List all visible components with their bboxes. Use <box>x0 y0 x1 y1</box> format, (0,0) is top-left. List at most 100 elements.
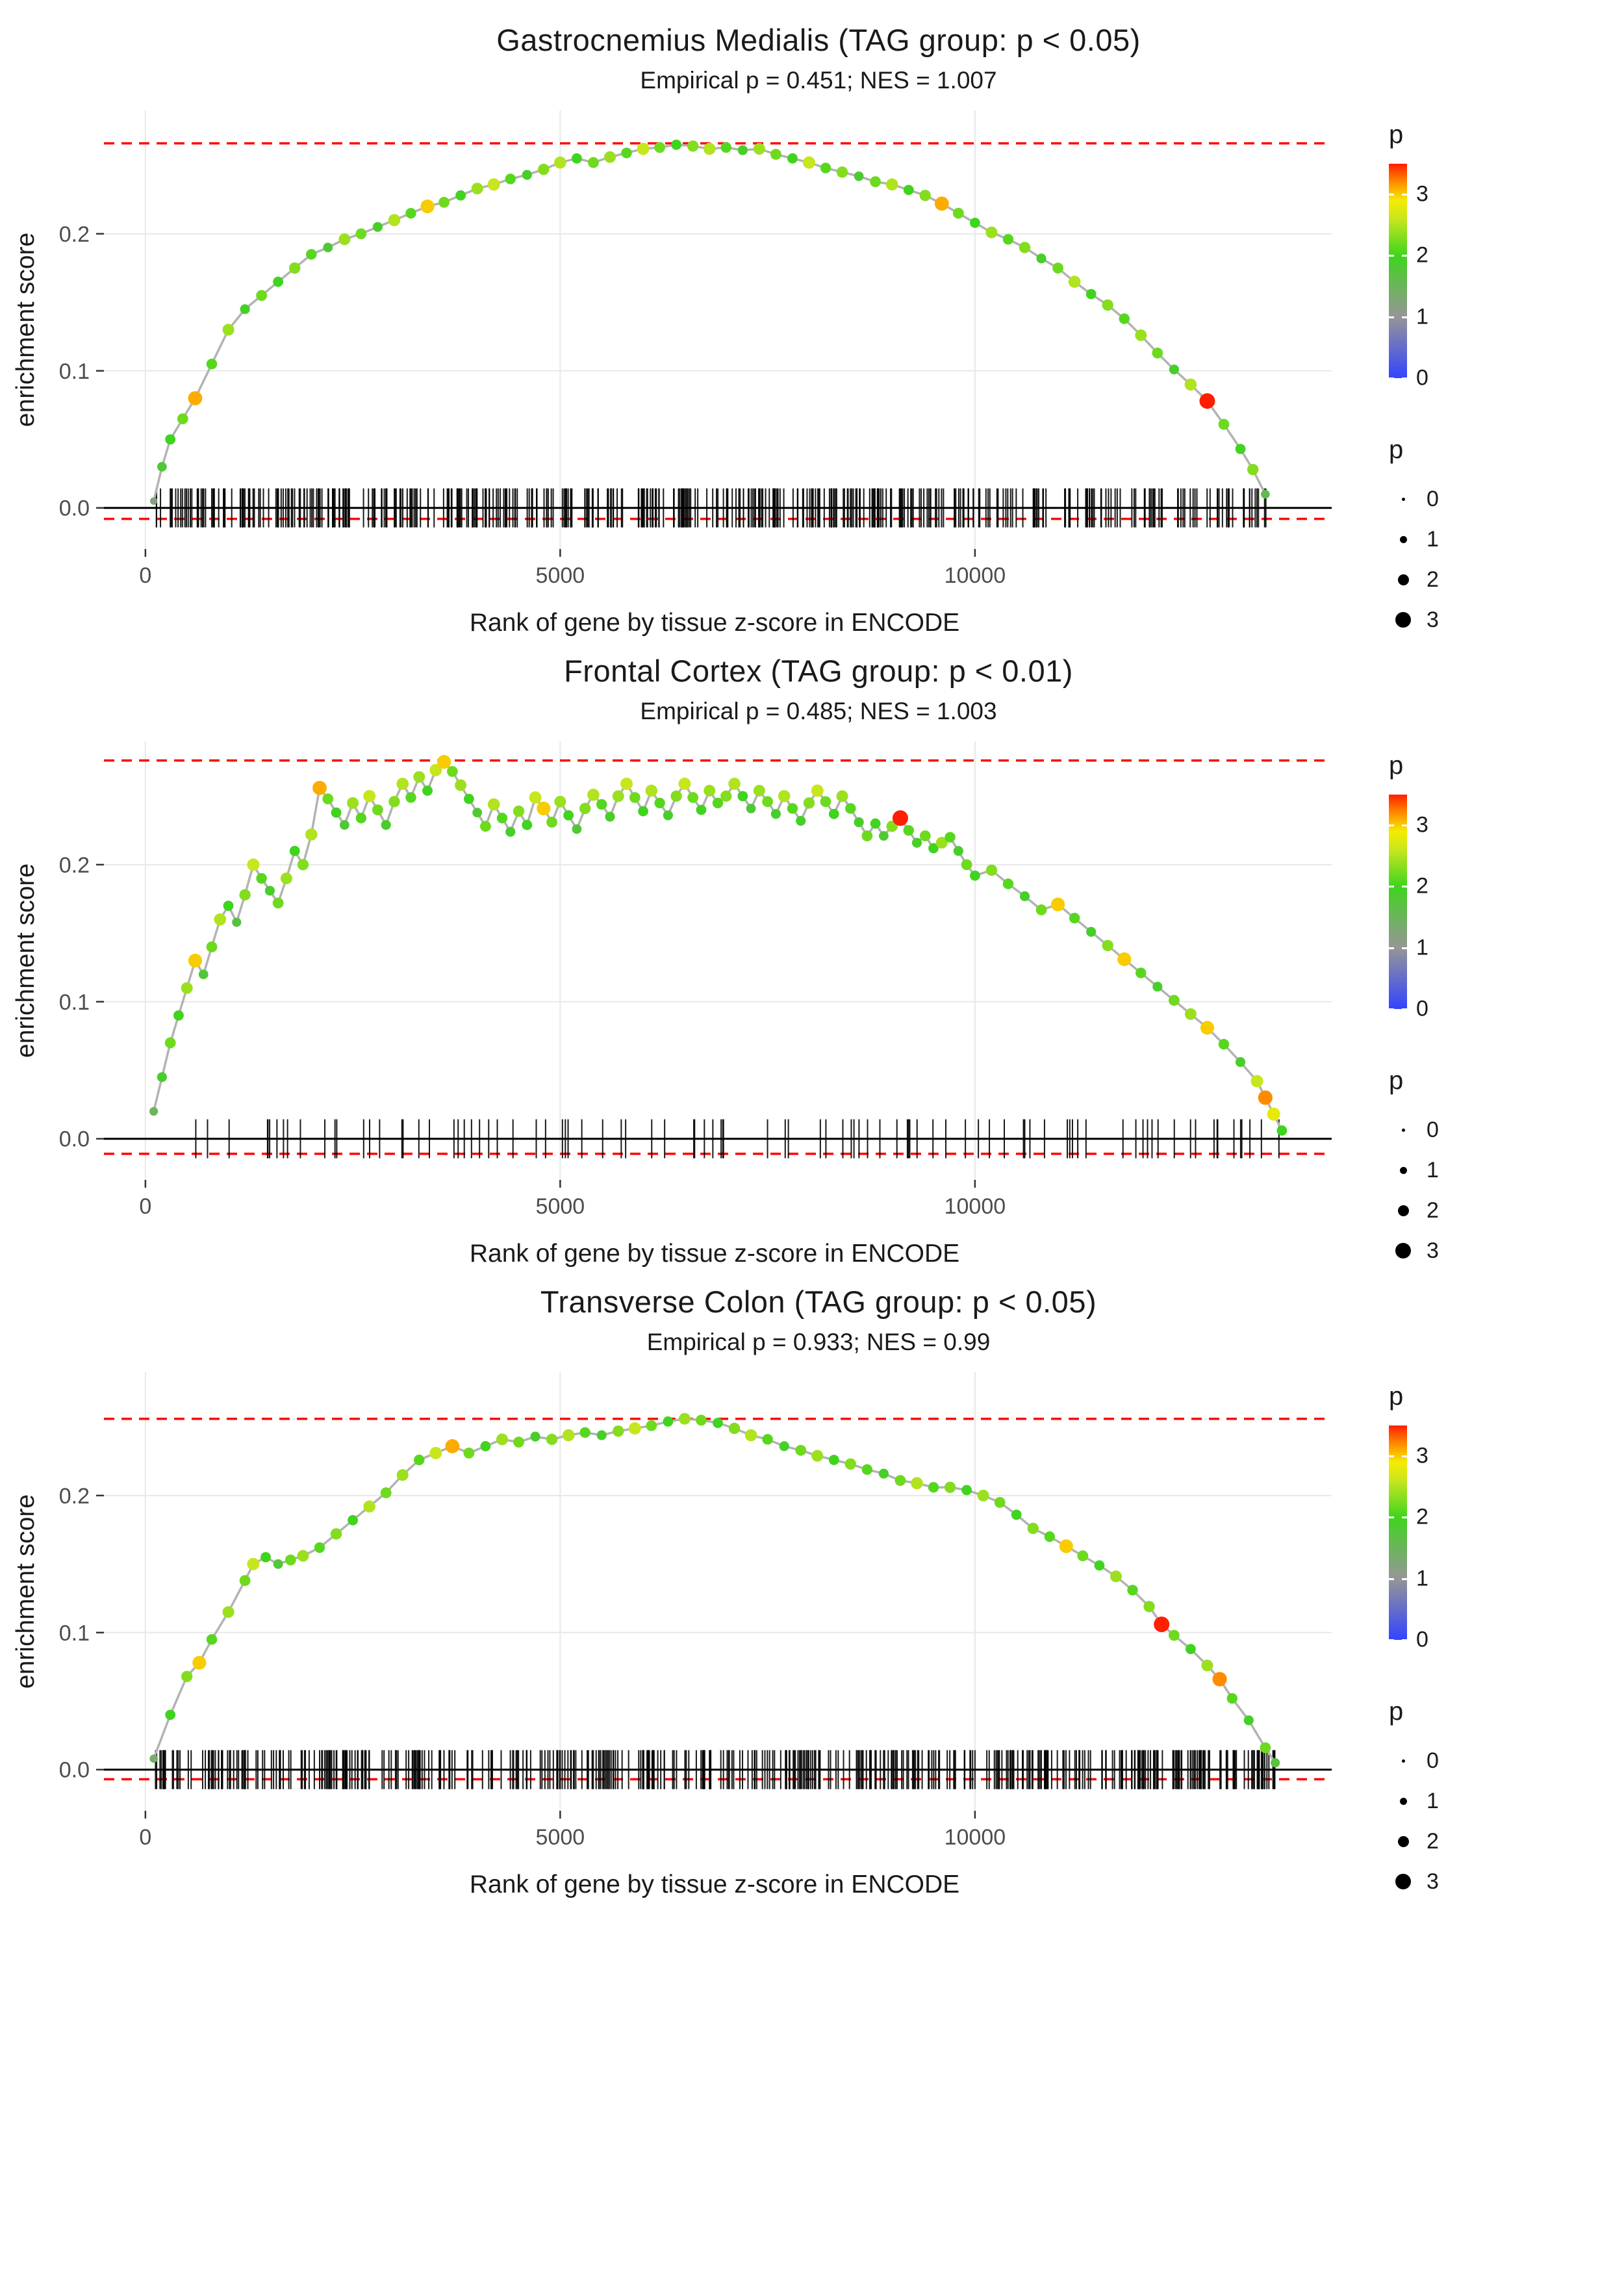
gradient-bar-tick <box>1389 1455 1394 1458</box>
chart-subtitle: Empirical p = 0.485; NES = 1.003 <box>640 698 997 724</box>
size-legend-title: p <box>1389 435 1404 464</box>
chart-header: Frontal Cortex (TAG group: p < 0.01) Emp… <box>6 653 1624 725</box>
gradient-tick-label: 2 <box>1416 873 1428 899</box>
gradient-bar-tick <box>1402 1578 1407 1580</box>
size-dot-1 <box>1399 535 1407 543</box>
color-gradient-bar <box>1389 164 1407 379</box>
size-dot-3 <box>1395 612 1411 628</box>
gradient-tick-label: 0 <box>1416 365 1428 390</box>
color-legend-title: p <box>1389 1382 1404 1411</box>
gradient-bar-tick <box>1402 316 1407 318</box>
size-legend: p 0 1 2 <box>1389 435 1611 640</box>
chart-title: Gastrocnemius Medialis (TAG group: p < 0… <box>496 23 1141 57</box>
svg-text:0.2: 0.2 <box>59 1484 90 1509</box>
size-label: 0 <box>1427 1117 1439 1142</box>
svg-text:0.0: 0.0 <box>59 1127 90 1152</box>
gradient-bar-tick <box>1389 824 1394 827</box>
chart-header: Transverse Colon (TAG group: p < 0.05) E… <box>6 1284 1624 1356</box>
gradient-bar-tick <box>1402 1639 1407 1641</box>
svg-text:0.1: 0.1 <box>59 1621 90 1646</box>
panel-row: 0 5000 10000 0.0 0.1 0.2 enrichment score Rank… <box>6 732 1618 1271</box>
size-legend-row: 0 <box>1389 479 1611 519</box>
panel-row: 0 5000 10000 0.0 0.1 0.2 enrichment score Rank… <box>6 101 1618 640</box>
svg-text:10000: 10000 <box>945 1194 1006 1219</box>
color-gradient-wrap: 3 2 1 0 <box>1389 1425 1611 1652</box>
svg-text:10000: 10000 <box>945 1825 1006 1850</box>
gradient-bar-tick <box>1389 1516 1394 1519</box>
gradient-bar-tick <box>1389 377 1394 379</box>
svg-text:10000: 10000 <box>945 563 1006 588</box>
gradient-bar-tick <box>1389 1008 1394 1010</box>
color-gradient-wrap: 3 2 1 0 <box>1389 164 1611 390</box>
size-legend-row: 2 <box>1389 1821 1611 1861</box>
gradient-tick-label: 3 <box>1416 1443 1428 1468</box>
panel-gastrocnemius-medialis: Gastrocnemius Medialis (TAG group: p < 0… <box>6 22 1618 640</box>
svg-text:0.2: 0.2 <box>59 853 90 878</box>
size-label: 2 <box>1427 1828 1439 1854</box>
size-label: 3 <box>1427 1869 1439 1894</box>
panel-frontal-cortex: Frontal Cortex (TAG group: p < 0.01) Emp… <box>6 653 1618 1271</box>
gradient-bar-tick <box>1402 1516 1407 1519</box>
legend-column: p 3 2 1 0 p <box>1377 101 1611 640</box>
size-legend-title: p <box>1389 1697 1404 1726</box>
svg-text:enrichment score: enrichment score <box>12 863 40 1058</box>
gradient-tick-label: 0 <box>1416 996 1428 1021</box>
chart-subtitle: Empirical p = 0.933; NES = 0.99 <box>646 1329 991 1355</box>
plot-column: 0 5000 10000 0.0 0.1 0.2 enrichment score Rank… <box>6 732 1377 1268</box>
gradient-bar-tick <box>1402 886 1407 888</box>
size-label: 1 <box>1427 526 1439 552</box>
gradient-bar-tick <box>1389 886 1394 888</box>
size-legend-row: 1 <box>1389 1150 1611 1190</box>
gradient-bar-tick <box>1402 255 1407 257</box>
legend-column: p 3 2 1 0 p <box>1377 1362 1611 1902</box>
size-legend-row: 0 <box>1389 1110 1611 1150</box>
size-label: 0 <box>1427 1748 1439 1773</box>
size-dot-2 <box>1397 574 1409 585</box>
gradient-bar-tick <box>1402 1008 1407 1010</box>
chart-title: Transverse Colon (TAG group: p < 0.05) <box>540 1284 1097 1319</box>
size-label: 3 <box>1427 1238 1439 1263</box>
svg-text:0: 0 <box>139 1194 151 1219</box>
x-axis-label: Rank of gene by tissue z-score in ENCODE <box>469 609 960 637</box>
color-legend-title: p <box>1389 751 1404 780</box>
gradient-bar-tick <box>1389 1578 1394 1580</box>
gradient-bar-tick <box>1402 1455 1407 1458</box>
svg-text:0.1: 0.1 <box>59 990 90 1015</box>
svg-text:5000: 5000 <box>536 1825 585 1850</box>
size-label: 3 <box>1427 607 1439 632</box>
svg-text:5000: 5000 <box>536 1194 585 1219</box>
svg-text:enrichment score: enrichment score <box>12 233 40 427</box>
color-legend: p 3 2 1 0 <box>1389 1382 1611 1652</box>
size-label: 2 <box>1427 1197 1439 1223</box>
gradient-tick-label: 1 <box>1416 1566 1428 1591</box>
color-gradient-wrap: 3 2 1 0 <box>1389 795 1611 1021</box>
svg-text:0.1: 0.1 <box>59 359 90 384</box>
size-label: 1 <box>1427 1788 1439 1813</box>
gsea-report-page: Gastrocnemius Medialis (TAG group: p < 0… <box>6 22 1618 1902</box>
svg-text:0.0: 0.0 <box>59 496 90 521</box>
color-gradient-labels: 3 2 1 0 <box>1416 795 1468 1021</box>
gradient-tick-label: 3 <box>1416 812 1428 837</box>
gradient-tick-label: 0 <box>1416 1627 1428 1652</box>
size-label: 1 <box>1427 1157 1439 1182</box>
legend-column: p 3 2 1 0 p <box>1377 732 1611 1271</box>
gradient-bar-tick <box>1402 377 1407 379</box>
enrichment-plot: 0 5000 10000 0.0 0.1 0.2 enrichment score <box>12 110 1332 588</box>
gradient-bar-tick <box>1389 255 1394 257</box>
gradient-bar-tick <box>1389 947 1394 949</box>
gradient-tick-label: 1 <box>1416 935 1428 960</box>
size-legend-items: 0 1 2 3 <box>1389 1110 1611 1271</box>
svg-text:0.0: 0.0 <box>59 1758 90 1783</box>
size-legend-row: 1 <box>1389 1781 1611 1821</box>
size-legend: p 0 1 2 <box>1389 1066 1611 1271</box>
svg-text:0.2: 0.2 <box>59 222 90 247</box>
size-legend-items: 0 1 2 3 <box>1389 479 1611 640</box>
size-legend-row: 2 <box>1389 1190 1611 1231</box>
svg-text:0: 0 <box>139 563 151 588</box>
panel-transverse-colon: Transverse Colon (TAG group: p < 0.05) E… <box>6 1284 1618 1902</box>
color-legend-title: p <box>1389 120 1404 149</box>
svg-text:0: 0 <box>139 1825 151 1850</box>
size-legend: p 0 1 2 <box>1389 1697 1611 1902</box>
plot-column: 0 5000 10000 0.0 0.1 0.2 enrichment score Rank… <box>6 1362 1377 1899</box>
color-gradient-bar <box>1389 1425 1407 1641</box>
